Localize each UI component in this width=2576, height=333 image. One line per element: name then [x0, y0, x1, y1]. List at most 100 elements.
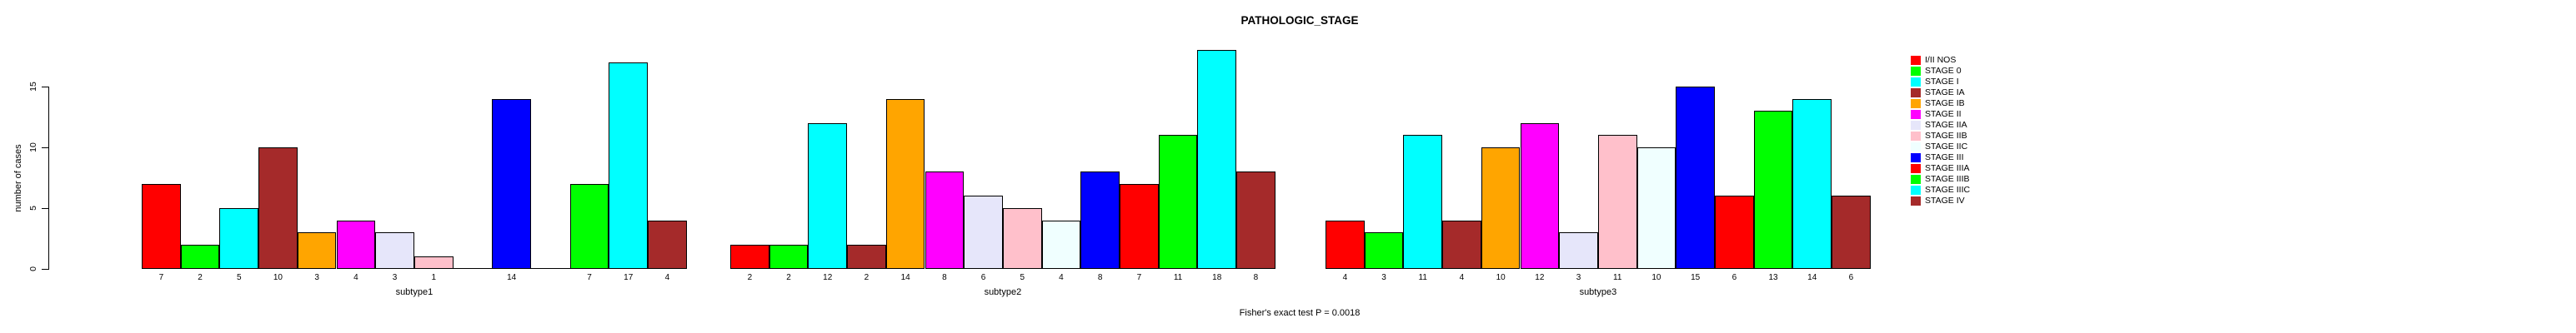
bar-subtype1-stage-iib — [413, 256, 454, 269]
bar-subtype2-stage-i — [808, 122, 848, 269]
bar-value-label: 12 — [1535, 273, 1545, 282]
bar-value-label: 6 — [1848, 273, 1854, 282]
legend-item-stage-iiia: STAGE IIIA — [1911, 163, 1970, 174]
bar-group-subtype2: 2 2 12 2 14 8 6 5 4 8 7 11 18 8 subtype2 — [730, 0, 1275, 333]
bar-subtype2-stage-iic — [1041, 220, 1081, 269]
bar-value-label: 12 — [823, 273, 833, 282]
bar-subtype1-i-ii-nos — [142, 183, 181, 269]
legend-item-label: STAGE IIB — [1925, 131, 1967, 141]
bar-subtype3-stage-iv — [1832, 196, 1871, 269]
bar-value-label: 5 — [236, 273, 242, 282]
bar-value-label: 4 — [1342, 273, 1348, 282]
legend-item-label: STAGE IIC — [1925, 142, 1968, 152]
legend-item-stage-iib: STAGE IIB — [1911, 131, 1970, 142]
bar-subtype2-stage-0 — [769, 244, 809, 269]
bar-value-label: 11 — [1613, 273, 1622, 282]
bar-subtype3-stage-iib — [1597, 135, 1637, 269]
y-tick-label: 15 — [28, 82, 38, 92]
fisher-test-annotation: Fisher's exact test P = 0.0018 — [1239, 308, 1361, 318]
x-axis-group-label-subtype1: subtype1 — [395, 287, 434, 297]
bar-value-label: 14 — [900, 273, 910, 282]
legend-item-label: STAGE IIIA — [1925, 163, 1970, 173]
legend-color-swatch — [1911, 56, 1921, 65]
bar-value-label: 4 — [1459, 273, 1465, 282]
bar-value-label: 4 — [353, 273, 358, 282]
legend-color-swatch — [1911, 196, 1921, 206]
legend-item-stage-ia: STAGE IA — [1911, 87, 1970, 98]
legend-item-stage-iia: STAGE IIA — [1911, 120, 1970, 131]
legend-color-swatch — [1911, 186, 1921, 195]
bar-value-label: 2 — [864, 273, 870, 282]
legend-item-label: STAGE II — [1925, 109, 1962, 119]
legend-item-stage-iiic: STAGE IIIC — [1911, 185, 1970, 196]
bar-subtype2-stage-iii — [1080, 171, 1120, 269]
legend-item-label: STAGE 0 — [1925, 66, 1962, 76]
bar-subtype2-stage-iiib — [1158, 135, 1198, 269]
bar-subtype2-stage-iiic — [1197, 50, 1237, 269]
legend-color-swatch — [1911, 99, 1921, 108]
bar-subtype2-stage-ia — [847, 244, 886, 269]
bar-subtype2-stage-ii — [925, 171, 965, 269]
bar-group-subtype3: 4 3 11 4 10 12 3 11 10 15 6 13 14 6 subtype3 — [1326, 0, 1871, 333]
bar-value-label: 4 — [1059, 273, 1064, 282]
bar-subtype2-stage-ib — [885, 98, 925, 269]
legend-color-swatch — [1911, 121, 1921, 130]
bar-group-subtype1: 7 2 5 10 3 4 3 1 14 7 17 4 subtype1 — [142, 0, 687, 333]
bar-value-label: 8 — [942, 273, 947, 282]
bar-value-label: 10 — [1496, 273, 1506, 282]
bar-subtype3-stage-0 — [1364, 232, 1404, 269]
bar-subtype2-i-ii-nos — [730, 244, 769, 269]
bar-value-label: 15 — [1691, 273, 1701, 282]
legend-item-stage-iv: STAGE IV — [1911, 196, 1970, 206]
y-tick-label: 5 — [28, 206, 38, 211]
legend-item-stage-iic: STAGE IIC — [1911, 142, 1970, 152]
legend-item-label: STAGE III — [1925, 152, 1964, 162]
y-tick-label: 0 — [28, 266, 38, 271]
legend-item-stage-iii: STAGE III — [1911, 152, 1970, 163]
chart-title: PATHOLOGIC_STAGE — [1240, 14, 1359, 27]
bar-value-label: 5 — [1020, 273, 1025, 282]
bar-subtype3-stage-iii — [1676, 87, 1715, 269]
bar-value-label: 8 — [1253, 273, 1259, 282]
y-tick-label: 10 — [28, 142, 38, 152]
bar-subtype2-stage-iiia — [1120, 183, 1159, 269]
x-axis-group-label-subtype2: subtype2 — [984, 287, 1022, 297]
bar-value-label: 2 — [198, 273, 203, 282]
bar-subtype2-stage-iib — [1002, 208, 1042, 269]
legend-item-label: STAGE IV — [1925, 196, 1965, 206]
bar-subtype1-stage-ib — [297, 232, 337, 269]
legend-item-stage-iiib: STAGE IIIB — [1911, 174, 1970, 185]
legend-item-stage-0: STAGE 0 — [1911, 66, 1970, 77]
bar-value-label: 4 — [664, 273, 670, 282]
bar-value-label: 2 — [786, 273, 791, 282]
bar-value-label: 17 — [624, 273, 634, 282]
legend: I/II NOS STAGE 0 STAGE I STAGE IA STAGE IB ST… — [1911, 55, 1970, 206]
legend-item-i-ii-nos: I/II NOS — [1911, 55, 1970, 66]
zero-bar-subtype1-stage-iiia — [531, 268, 570, 269]
legend-color-swatch — [1911, 132, 1921, 141]
legend-color-swatch — [1911, 67, 1921, 76]
legend-item-label: I/II NOS — [1925, 55, 1957, 65]
bar-subtype1-stage-ia — [258, 147, 298, 269]
bar-subtype1-stage-iiic — [609, 62, 649, 269]
legend-item-label: STAGE IB — [1925, 98, 1965, 108]
legend-item-stage-i: STAGE I — [1911, 77, 1970, 87]
bar-subtype3-stage-iiia — [1715, 196, 1754, 269]
bar-value-label: 7 — [587, 273, 592, 282]
y-axis-label: number of cases — [13, 144, 23, 212]
bar-value-label: 18 — [1212, 273, 1222, 282]
legend-item-label: STAGE I — [1925, 77, 1959, 87]
bar-value-label: 3 — [392, 273, 398, 282]
y-axis-line — [48, 87, 49, 270]
bar-value-label: 11 — [1418, 273, 1427, 282]
bar-value-label: 11 — [1173, 273, 1183, 282]
bar-value-label: 2 — [747, 273, 753, 282]
legend-color-swatch — [1911, 164, 1921, 173]
bar-subtype3-stage-i — [1403, 135, 1443, 269]
bar-subtype1-stage-iiib — [569, 183, 609, 269]
bar-value-label: 6 — [980, 273, 986, 282]
bar-subtype1-stage-ii — [336, 220, 376, 269]
bar-subtype3-stage-iia — [1559, 232, 1598, 269]
legend-item-stage-ii: STAGE II — [1911, 109, 1970, 120]
